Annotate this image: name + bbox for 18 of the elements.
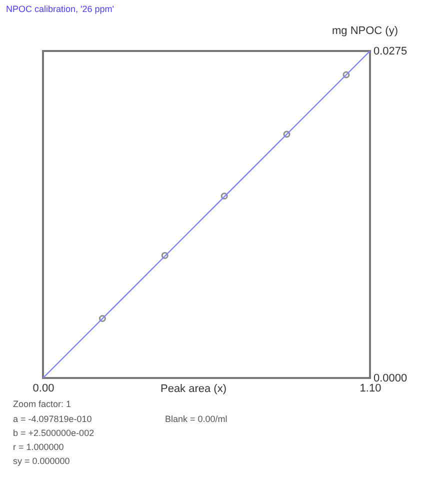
text: sy = 0.000000 xyxy=(13,456,70,466)
point xyxy=(161,252,168,260)
x-tick-label: 1.10 xyxy=(360,382,382,394)
point xyxy=(98,315,106,322)
text: Zoom factor: 1 xyxy=(13,399,72,409)
point xyxy=(342,71,350,78)
text: b = +2.500000e-002 xyxy=(13,428,94,438)
point xyxy=(283,130,290,138)
x-tick-label: 0.00 xyxy=(32,382,54,394)
text: Blank = 0.00/ml xyxy=(165,414,228,424)
x-axis-title: Peak area (x) xyxy=(160,383,227,395)
chart-title: NPOC calibration, '26 ppm' xyxy=(6,4,114,14)
text: r = 1.000000 xyxy=(13,442,64,452)
y-tick-label: 0.0000 xyxy=(374,372,408,384)
point xyxy=(220,192,228,200)
y-tick-label: 0.0275 xyxy=(374,46,408,58)
text: a = -4.097819e-010 xyxy=(13,414,92,424)
y-axis-title: mg NPOC (y) xyxy=(332,25,398,37)
